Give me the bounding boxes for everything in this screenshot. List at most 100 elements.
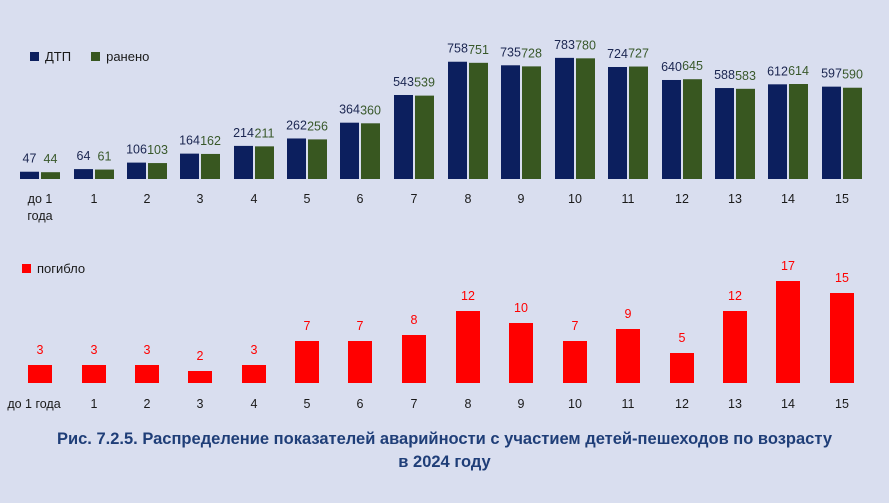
- category-label-top-4: 4: [251, 192, 258, 206]
- value-label-bottom-2: 3: [144, 343, 151, 357]
- value-label-bottom-0: 3: [37, 343, 44, 357]
- category-label-bottom-12: 12: [675, 397, 689, 411]
- category-label-top-1: 1: [91, 192, 98, 206]
- category-label-bottom-4: 4: [251, 397, 258, 411]
- value-label-top-s0-14: 612: [767, 64, 788, 78]
- bar-bottom-11: [616, 329, 640, 383]
- value-label-top-s1-1: 61: [98, 150, 112, 164]
- bar-bottom-12: [670, 353, 694, 383]
- value-label-top-s1-7: 539: [414, 76, 435, 90]
- category-label-bottom-9: 9: [518, 397, 525, 411]
- value-label-bottom-4: 3: [251, 343, 258, 357]
- bar-top-s1-0: [41, 172, 60, 179]
- category-label-top-10: 10: [568, 192, 582, 206]
- legend-swatch-killed: [22, 264, 31, 273]
- category-label-bottom-14: 14: [781, 397, 795, 411]
- bar-top-s0-12: [662, 79, 681, 179]
- bar-bottom-1: [82, 365, 106, 383]
- bar-top-s1-8: [469, 62, 488, 180]
- bar-top-s0-3: [180, 153, 199, 179]
- bar-top-s1-3: [201, 153, 220, 179]
- value-label-top-s0-13: 588: [714, 68, 735, 82]
- bar-top-s0-0: [20, 171, 39, 179]
- category-label-bottom-8: 8: [465, 397, 472, 411]
- category-label-top-9: 9: [518, 192, 525, 206]
- value-label-top-s0-15: 597: [821, 67, 842, 81]
- bar-top-s1-15: [843, 87, 862, 179]
- category-label-top-8: 8: [465, 192, 472, 206]
- category-label-top-14: 14: [781, 192, 795, 206]
- value-label-top-s1-14: 614: [788, 64, 809, 78]
- value-label-bottom-8: 12: [461, 289, 475, 303]
- caption-line-1: Рис. 7.2.5. Распределение показателей ав…: [56, 430, 833, 448]
- value-label-top-s0-12: 640: [661, 60, 682, 74]
- category-label-top-15: 15: [835, 192, 849, 206]
- bar-top-s0-14: [768, 84, 787, 179]
- category-label-top-0-a: до 1: [28, 192, 53, 206]
- category-label-top-11: 11: [622, 192, 635, 206]
- value-label-bottom-3: 2: [197, 349, 204, 363]
- value-label-top-s1-10: 780: [575, 38, 596, 52]
- value-label-top-s0-8: 758: [447, 42, 468, 56]
- bar-top-s0-10: [555, 57, 574, 179]
- value-label-top-s1-3: 162: [200, 134, 221, 148]
- bar-bottom-8: [456, 311, 480, 383]
- bar-top-s1-11: [629, 66, 648, 179]
- value-label-top-s1-12: 645: [682, 59, 703, 73]
- value-label-top-s1-15: 590: [842, 68, 863, 82]
- value-label-top-s1-6: 360: [360, 103, 381, 117]
- category-label-top-0-b: года: [27, 209, 52, 223]
- category-label-bottom-11: 11: [622, 397, 635, 411]
- category-label-bottom-7: 7: [411, 397, 418, 411]
- legend-top: ДТП ранено: [30, 49, 149, 64]
- bar-top-s1-12: [683, 79, 702, 179]
- bar-bottom-0: [28, 365, 52, 383]
- value-label-top-s0-7: 543: [393, 75, 414, 89]
- bar-bottom-10: [563, 341, 587, 383]
- category-label-bottom-5: 5: [304, 397, 311, 411]
- bar-bottom-14: [776, 281, 800, 383]
- bar-top-s0-13: [715, 88, 734, 179]
- value-label-top-s1-0: 44: [44, 152, 58, 166]
- bar-top-s0-11: [608, 66, 627, 179]
- category-label-bottom-6: 6: [357, 397, 364, 411]
- bar-top-s1-1: [95, 169, 114, 179]
- bar-top-s1-10: [576, 58, 595, 179]
- value-label-top-s0-6: 364: [339, 103, 360, 117]
- category-label-top-6: 6: [357, 192, 364, 206]
- bar-top-s0-8: [448, 61, 467, 180]
- legend-swatch-dtp: [30, 52, 39, 61]
- value-label-top-s1-4: 211: [255, 126, 275, 140]
- value-label-bottom-11: 9: [625, 307, 632, 321]
- legend-label-dtp: ДТП: [45, 49, 72, 64]
- value-label-bottom-1: 3: [91, 343, 98, 357]
- value-label-top-s0-4: 214: [233, 126, 254, 140]
- bar-top-s1-9: [522, 66, 541, 179]
- bar-bottom-2: [135, 365, 159, 383]
- value-label-bottom-7: 8: [411, 313, 418, 327]
- legend-label-killed: погибло: [37, 261, 86, 276]
- category-label-top-5: 5: [304, 192, 311, 206]
- bar-bottom-15: [830, 293, 854, 383]
- bar-bottom-3: [188, 371, 212, 383]
- category-label-bottom-15: 15: [835, 397, 849, 411]
- value-label-top-s0-11: 724: [607, 47, 628, 61]
- legend-swatch-injured: [91, 52, 101, 61]
- value-label-top-s0-1: 64: [77, 149, 91, 163]
- caption-line-2: в 2024 году: [398, 453, 491, 471]
- bar-bottom-9: [509, 323, 533, 383]
- value-label-bottom-13: 12: [728, 289, 742, 303]
- value-label-top-s0-9: 735: [500, 45, 521, 59]
- bar-top-s1-6: [361, 123, 380, 179]
- value-label-top-s1-9: 728: [521, 46, 542, 60]
- value-label-bottom-15: 15: [835, 271, 849, 285]
- value-label-bottom-6: 7: [357, 319, 364, 333]
- bar-bottom-4: [242, 365, 266, 383]
- bar-bottom-5: [295, 341, 319, 383]
- bar-top-s0-4: [234, 145, 253, 179]
- bar-top-s1-7: [415, 95, 434, 179]
- value-label-top-s0-3: 164: [179, 134, 200, 148]
- category-label-bottom-10: 10: [568, 397, 582, 411]
- category-label-bottom-0: до 1 года: [7, 397, 60, 411]
